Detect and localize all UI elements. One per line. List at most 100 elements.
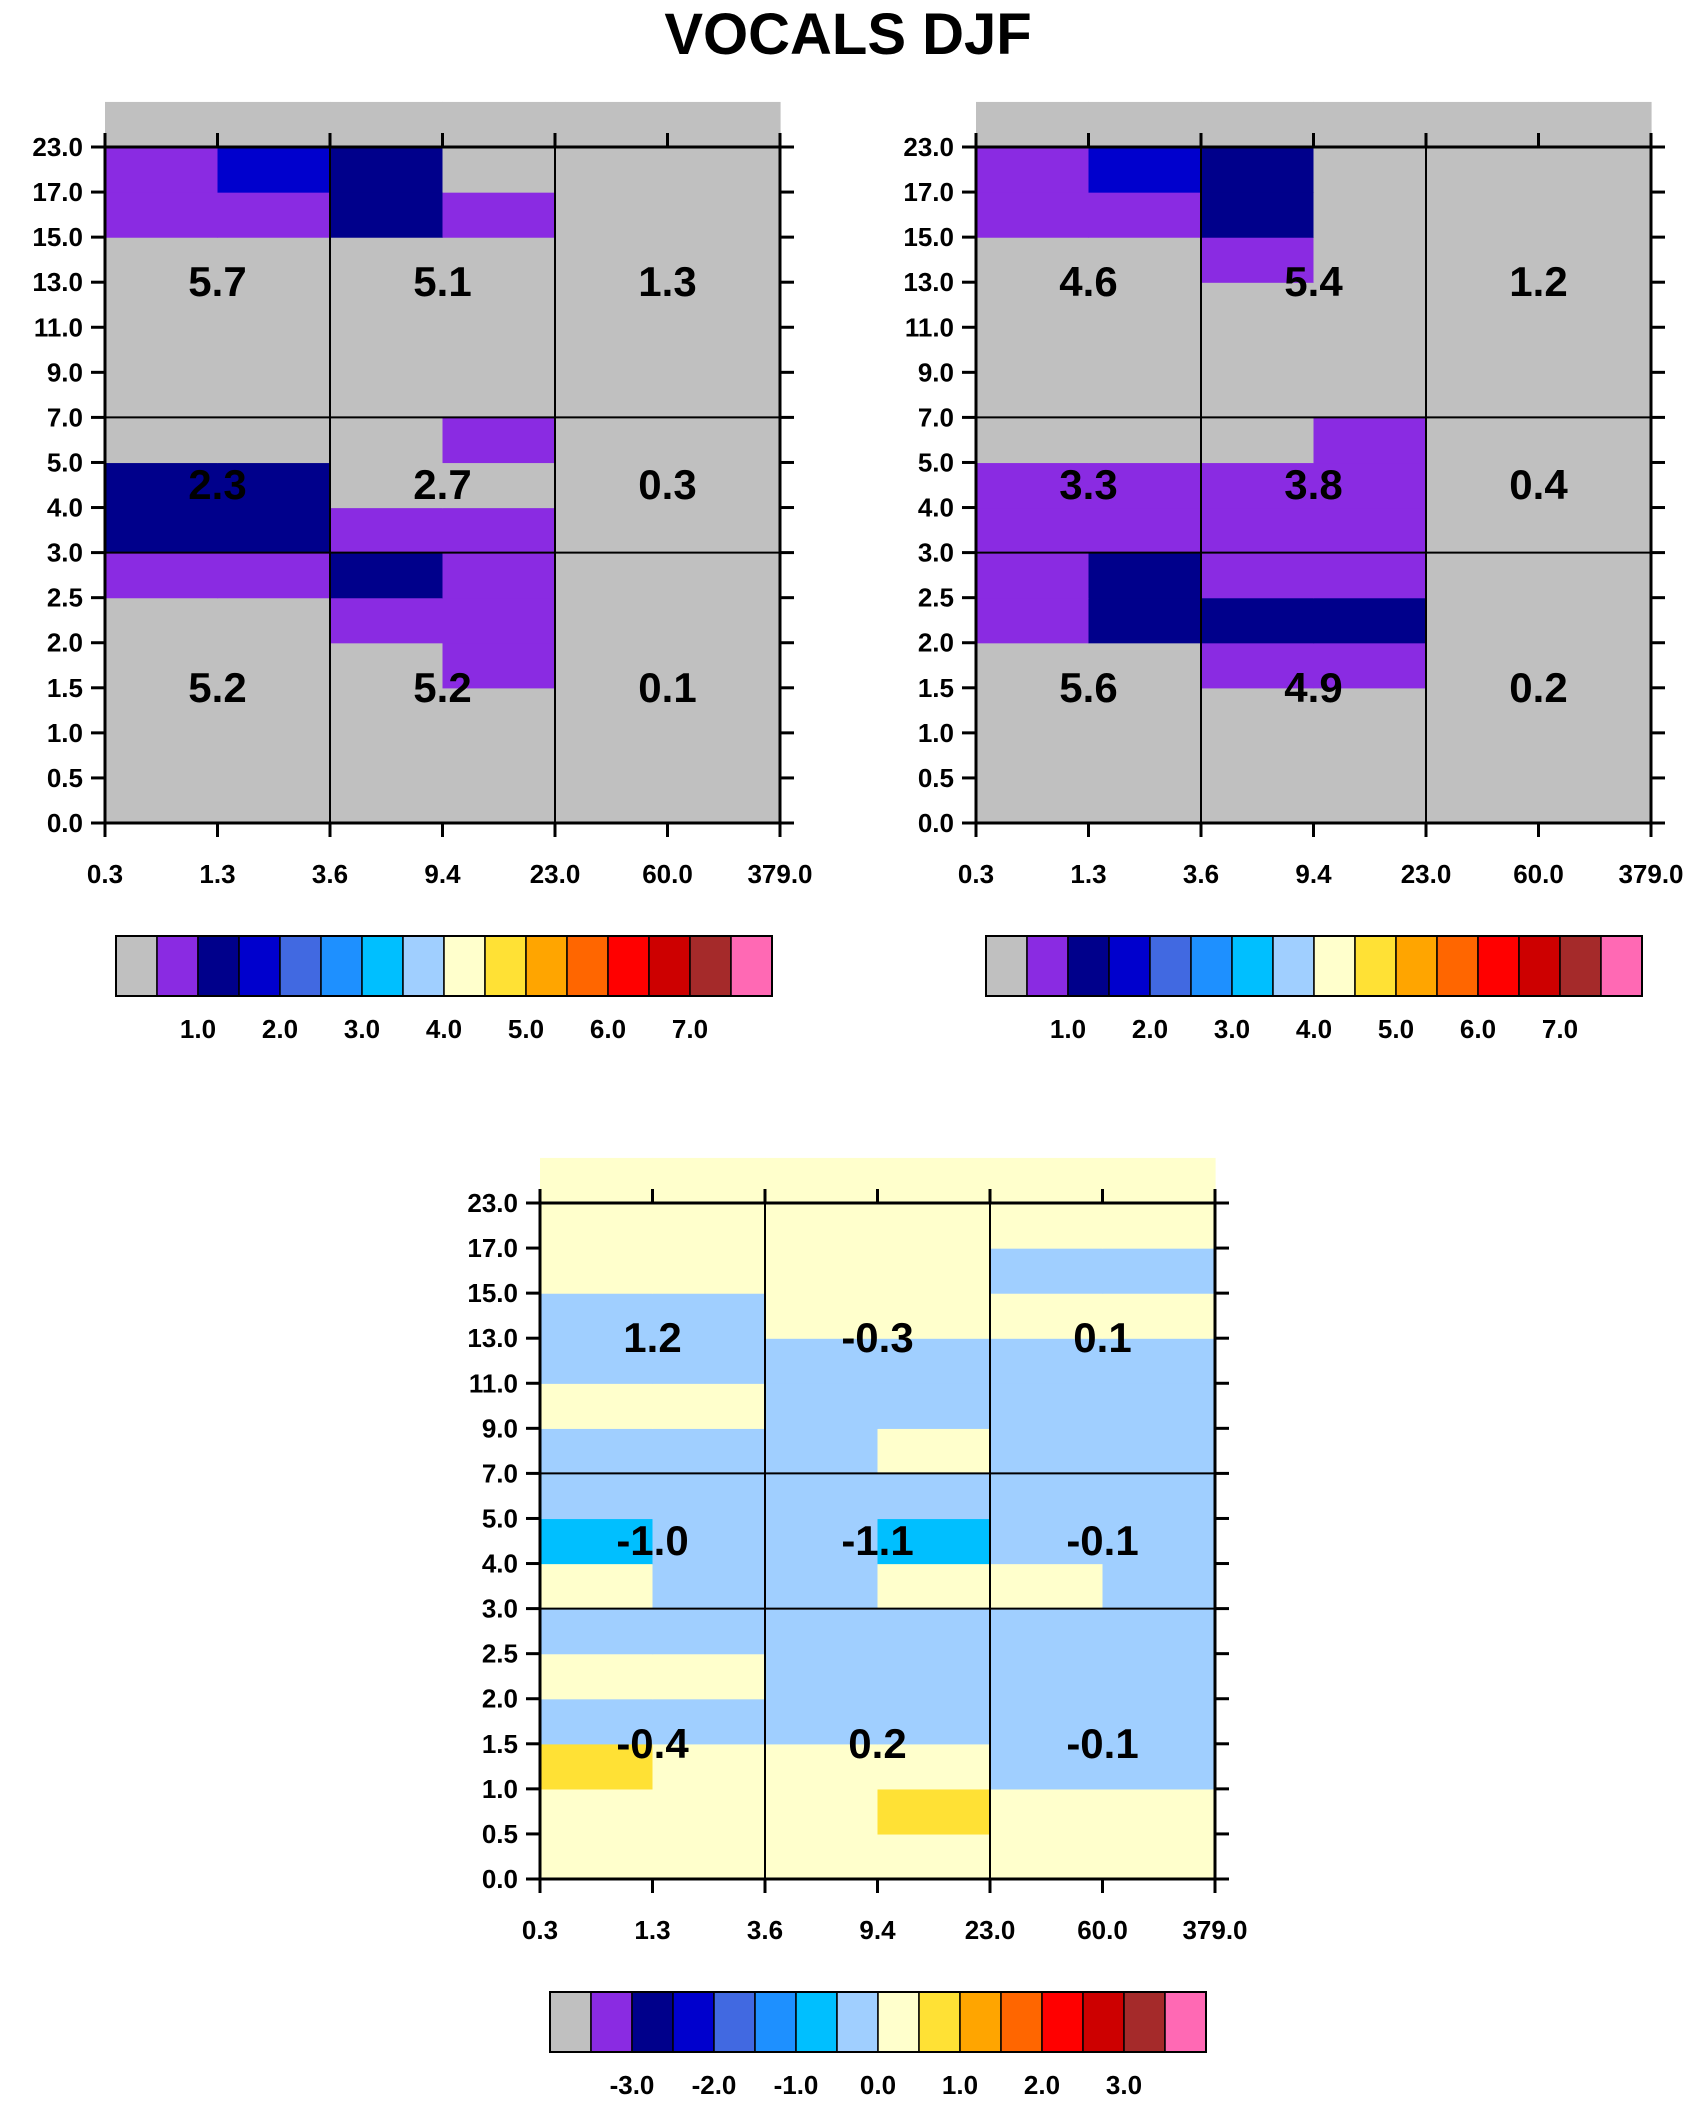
heatmap-cell bbox=[976, 417, 1090, 464]
heatmap-cell bbox=[667, 237, 781, 283]
y-tick-label: 2.5 bbox=[918, 583, 954, 613]
legend-tick-label: 6.0 bbox=[590, 1014, 626, 1044]
heatmap-cell bbox=[667, 372, 781, 418]
heatmap-cell bbox=[765, 1248, 879, 1294]
heatmap-cell bbox=[990, 1383, 1104, 1429]
legend-swatch bbox=[1518, 935, 1561, 997]
y-tick-label: 4.0 bbox=[918, 493, 954, 523]
heatmap-cell bbox=[1102, 1248, 1216, 1294]
heatmap-cell bbox=[217, 417, 331, 464]
legend-tick-label: -1.0 bbox=[774, 2070, 819, 2100]
x-tick-label: 60.0 bbox=[1077, 1915, 1128, 1945]
legend-swatch bbox=[1436, 935, 1479, 997]
heatmap-cell bbox=[442, 552, 556, 599]
legend-swatch bbox=[985, 935, 1028, 997]
heatmap-cell bbox=[330, 417, 444, 464]
heatmap-cell bbox=[976, 282, 1090, 328]
legend-swatch bbox=[918, 1991, 961, 2053]
heatmap-cell bbox=[105, 552, 219, 599]
heatmap-cell bbox=[555, 732, 669, 779]
heatmap-cell bbox=[652, 1428, 766, 1474]
y-tick-label: 13.0 bbox=[32, 267, 83, 297]
legend-swatch bbox=[1041, 1991, 1084, 2053]
heatmap-cell bbox=[990, 1203, 1104, 1249]
box-value-label: 5.1 bbox=[413, 258, 471, 305]
heatmap-cell bbox=[540, 1563, 654, 1610]
legend-tick-label: -3.0 bbox=[610, 2070, 655, 2100]
legend-tick-label: 1.0 bbox=[1050, 1014, 1086, 1044]
y-tick-label: 2.0 bbox=[482, 1684, 518, 1714]
heatmap-cell bbox=[1538, 237, 1652, 283]
heatmap-cell bbox=[555, 372, 669, 418]
panel-diff: f09.F_aqua.cfmip.cf07 - f09.F_aqua.cfmip… bbox=[467, 1156, 1247, 2100]
heatmap-cell bbox=[1088, 417, 1202, 464]
heatmap-cell bbox=[1313, 237, 1427, 283]
legend-tick-label: 2.0 bbox=[1132, 1014, 1168, 1044]
heatmap-cell bbox=[652, 1833, 766, 1880]
heatmap-cell bbox=[877, 1293, 991, 1339]
heatmap-cell bbox=[1538, 507, 1652, 554]
box-value-label: 5.7 bbox=[188, 258, 246, 305]
y-tick-label: 11.0 bbox=[905, 312, 954, 342]
heatmap-cell bbox=[1426, 552, 1540, 599]
heatmap-cell bbox=[1426, 507, 1540, 554]
heatmap-cell bbox=[990, 1653, 1104, 1700]
legend-tick-label: 2.0 bbox=[1024, 2070, 1060, 2100]
heatmap-cell bbox=[442, 732, 556, 779]
x-tick-label: 1.3 bbox=[199, 859, 235, 889]
legend-tick-label: 0.0 bbox=[860, 2070, 896, 2100]
heatmap-cell bbox=[1088, 462, 1202, 509]
heatmap-cell bbox=[976, 507, 1090, 554]
heatmap-cell bbox=[1313, 597, 1427, 644]
heatmap-cell bbox=[1538, 552, 1652, 599]
heatmap-cell bbox=[667, 101, 781, 148]
legend-swatch bbox=[607, 935, 650, 997]
box-value-label: 3.3 bbox=[1059, 461, 1117, 508]
legend-swatch bbox=[959, 1991, 1002, 2053]
heatmap-cell bbox=[990, 1788, 1104, 1835]
heatmap-cell bbox=[1426, 237, 1540, 283]
heatmap-cell bbox=[1313, 101, 1427, 148]
heatmap-cell bbox=[1538, 192, 1652, 238]
y-tick-label: 3.0 bbox=[918, 538, 954, 568]
y-tick-label: 1.0 bbox=[918, 718, 954, 748]
y-tick-label: 17.0 bbox=[32, 177, 83, 207]
heatmap-cell bbox=[1102, 1653, 1216, 1700]
heatmap-cell bbox=[1313, 147, 1427, 193]
heatmap-cell bbox=[1426, 777, 1540, 824]
heatmap-cell bbox=[330, 777, 444, 824]
heatmap-cell bbox=[105, 147, 219, 193]
heatmap-cell bbox=[976, 597, 1090, 644]
legend-swatch bbox=[1600, 935, 1643, 997]
legend-frame bbox=[985, 935, 1643, 997]
heatmap-cell bbox=[877, 1383, 991, 1429]
heatmap-cell bbox=[105, 642, 219, 689]
heatmap-cell bbox=[1102, 1563, 1216, 1610]
heatmap-cell bbox=[442, 417, 556, 464]
heatmap-cell bbox=[1426, 687, 1540, 734]
heatmap-cell bbox=[667, 552, 781, 599]
heatmap-cell bbox=[1102, 1698, 1216, 1745]
heatmap-cell bbox=[877, 1157, 991, 1204]
y-tick-label: 4.0 bbox=[482, 1549, 518, 1579]
heatmap-cell bbox=[765, 1383, 879, 1429]
y-tick-label: 9.0 bbox=[47, 357, 83, 387]
heatmap-cell bbox=[1201, 101, 1315, 148]
legend-swatch bbox=[279, 935, 322, 997]
heatmap-cell bbox=[1201, 642, 1315, 689]
box-value-label: 4.9 bbox=[1284, 664, 1342, 711]
y-tick-label: 13.0 bbox=[467, 1323, 518, 1353]
heatmap-cell bbox=[1538, 687, 1652, 734]
heatmap-cell bbox=[105, 732, 219, 779]
heatmap-cell bbox=[1426, 462, 1540, 509]
heatmap-cell bbox=[765, 1518, 879, 1565]
heatmap-cell bbox=[330, 237, 444, 283]
heatmap-cell bbox=[540, 1338, 654, 1384]
heatmap-cell bbox=[217, 507, 331, 554]
legend-swatch bbox=[566, 935, 609, 997]
heatmap-cell bbox=[1201, 597, 1315, 644]
legend-swatch bbox=[525, 935, 568, 997]
heatmap-cell bbox=[990, 1338, 1104, 1384]
heatmap-cell bbox=[976, 777, 1090, 824]
legend-swatch bbox=[730, 935, 773, 997]
